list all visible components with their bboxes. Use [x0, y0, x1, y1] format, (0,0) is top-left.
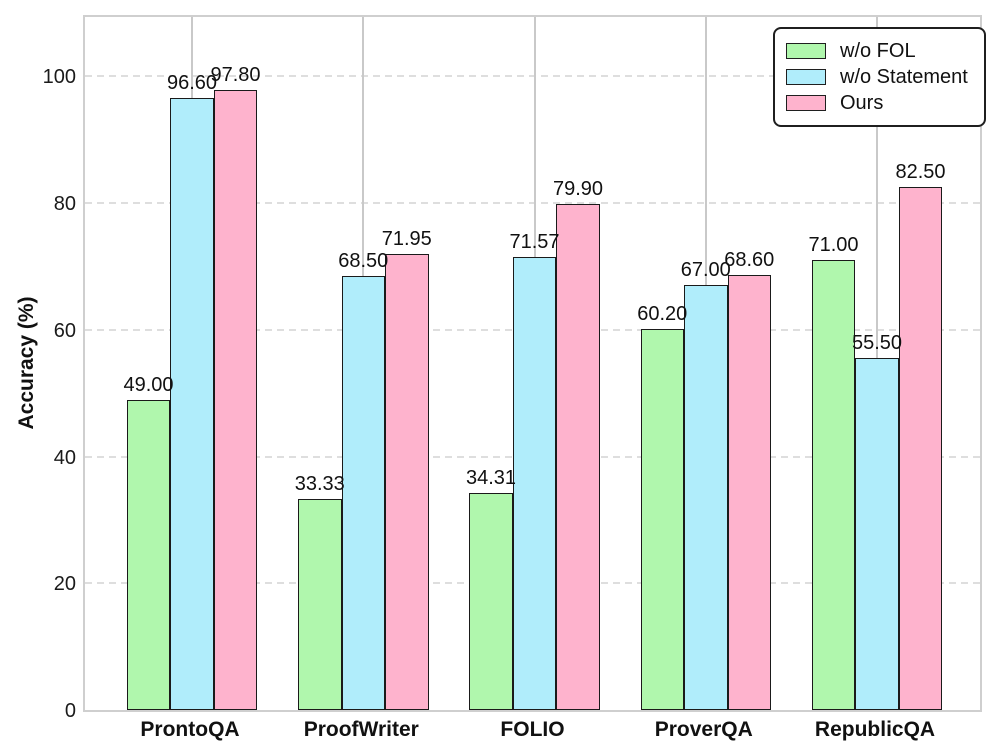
bar-w-o-statement-republicqa	[855, 358, 899, 710]
y-tick-label: 80	[53, 193, 76, 216]
bar-value-label: 79.90	[552, 177, 604, 200]
bar-ours-folio	[556, 203, 600, 710]
bar-ours-prontoqa	[213, 90, 258, 710]
bar-value-label: 55.50	[851, 332, 903, 355]
y-tick-label: 0	[64, 700, 76, 722]
legend-item: w/o Statement	[786, 64, 968, 90]
legend-item: w/o FOL	[786, 38, 968, 64]
legend-item: Ours	[786, 90, 968, 116]
bar-w-o-statement-folio	[512, 256, 557, 710]
bar-value-label: 82.50	[895, 161, 946, 184]
y-tick-label: 20	[53, 573, 76, 596]
legend-swatch	[786, 95, 826, 111]
bar-ours-republicqa	[898, 187, 943, 710]
bar-w-o-statement-prontoqa	[170, 97, 214, 710]
bar-w-o-fol-proverqa	[640, 328, 684, 710]
bar-value-label: 97.80	[210, 64, 261, 87]
plot-area: 49.00 96.60 97.80 33.33 68.50 71.95 34.31 71.57…	[83, 15, 986, 712]
bar-w-o-fol-republicqa	[811, 260, 856, 710]
bar-value-label: 68.60	[724, 249, 775, 272]
bar-w-o-fol-folio	[469, 492, 513, 710]
legend-label: Ours	[840, 91, 884, 114]
x-tick-label-folio: FOLIO	[500, 718, 565, 741]
legend: w/o FOL w/o Statement Ours	[773, 27, 986, 127]
gridline-horizontal	[85, 202, 980, 205]
bar-w-o-fol-proofwriter	[298, 498, 342, 710]
bar-value-label: 67.00	[680, 259, 731, 282]
y-axis-title: Accuracy (%)	[15, 296, 38, 430]
bar-w-o-statement-proofwriter	[341, 275, 385, 710]
y-tick-label: 40	[53, 446, 76, 469]
y-tick-label: 100	[42, 66, 76, 89]
bar-value-label: 71.95	[381, 228, 432, 251]
bar-value-label: 71.00	[808, 234, 859, 257]
bar-value-label: 49.00	[123, 373, 174, 396]
bar-value-label: 96.60	[166, 71, 218, 94]
bar-w-o-statement-proverqa	[684, 285, 728, 710]
legend-label: w/o FOL	[840, 39, 916, 62]
bar-value-label: 60.20	[637, 302, 688, 325]
bar-value-label: 34.31	[465, 466, 517, 489]
bar-w-o-fol-prontoqa	[126, 399, 171, 710]
x-tick-label-prontoqa: ProntoQA	[140, 718, 240, 741]
bar-ours-proverqa	[727, 275, 771, 710]
y-tick-label: 60	[53, 319, 76, 342]
legend-swatch	[786, 43, 826, 59]
gridline-horizontal	[85, 75, 980, 78]
bar-value-label: 71.57	[509, 230, 560, 253]
x-tick-label-proverqa: ProverQA	[654, 718, 753, 741]
x-tick-label-proofwriter: ProofWriter	[303, 718, 419, 741]
legend-label: w/o Statement	[840, 65, 968, 88]
legend-swatch	[786, 69, 826, 85]
bar-value-label: 33.33	[294, 472, 345, 495]
bar-ours-proofwriter	[385, 254, 429, 710]
bar-value-label: 68.50	[338, 249, 389, 272]
x-tick-label-republicqa: RepublicQA	[814, 718, 936, 741]
